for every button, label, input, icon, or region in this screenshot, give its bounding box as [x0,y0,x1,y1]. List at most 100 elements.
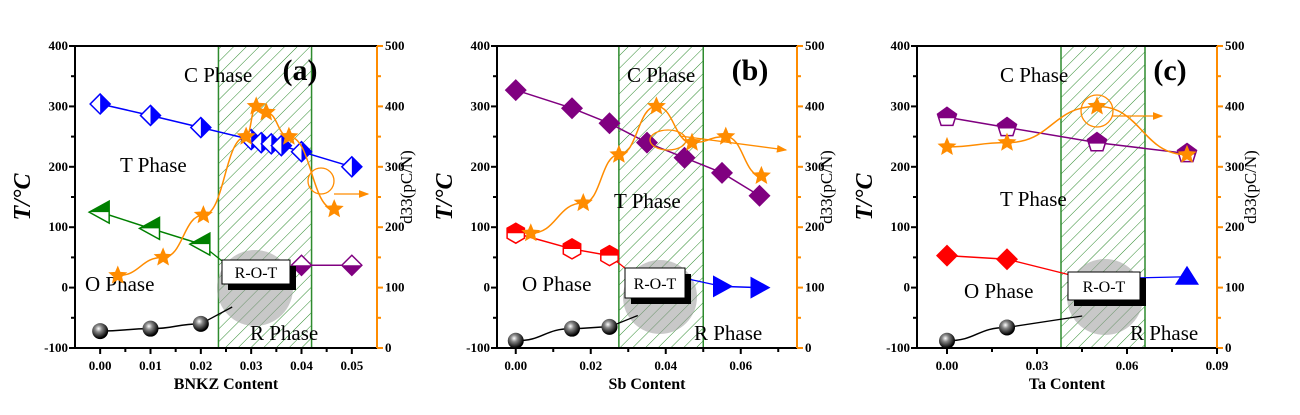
y-tick-label: -100 [466,340,490,355]
data-point-T_O-T [562,238,582,260]
y-tick-label: 100 [471,219,491,234]
series-line-T_C-T [946,116,1188,155]
panel-a: -100 0 100 200 300 400 0 100 200 300 400 500 0.00 0.0… [10,38,416,393]
y2-tick-label: 100 [1225,280,1245,295]
y-tick-label: 400 [471,38,491,53]
data-point-T_O-T [936,244,958,267]
x-tick-label: 0.05 [340,358,363,373]
data-point-d33 [997,132,1017,151]
y2-tick-label: 200 [1225,219,1245,234]
x-tick-label: 0.03 [240,358,263,373]
marker-fill [89,201,110,213]
series-extension-T_R-O [1006,315,1083,329]
data-point-d33 [324,199,344,218]
y-tick-label: 200 [49,159,69,174]
phase-label: R Phase [694,321,762,345]
phase-label: C Phase [627,63,695,87]
data-point-d33 [609,144,629,163]
marker-fill [281,135,292,156]
y-tick-label: 400 [49,38,69,53]
marker-fill [937,107,957,119]
y-tick-label: 300 [891,98,911,113]
marker-fill [200,117,211,138]
phase-label: R Phase [250,321,318,345]
data-point-T_C-T [504,79,527,102]
data-point-d33 [193,205,213,224]
data-point-T_C-T [636,131,658,154]
data-point-T_R-T [290,254,313,277]
marker-fill [100,93,111,114]
data-point-T_C-T [270,134,293,157]
marker-fill [341,265,362,276]
marker-fill [139,217,160,229]
panel-label: (b) [732,54,769,87]
phase-label: R Phase [1130,321,1198,345]
y2-axis-label: d33(pC/N) [397,150,416,224]
data-point-T_C-T [711,161,733,184]
y2-tick-label: 300 [805,159,825,174]
data-point-d33 [1087,96,1107,115]
data-point-d33 [1177,144,1197,163]
data-point-d33 [716,126,736,145]
data-point-T_R-O [507,332,524,349]
x-tick-label: 0.00 [936,358,959,373]
series-line-T_R-O [515,326,610,342]
y2-tick-label: 100 [385,280,405,295]
marker-fill [150,105,161,126]
rot-label: R-O-T [1083,279,1126,296]
data-point-d33 [521,223,541,242]
y2-tick-label: 200 [385,219,405,234]
y-tick-label: 0 [904,280,911,295]
data-point-T_O-T [87,199,110,225]
data-point-T_O-T [188,231,211,257]
data-point-T_O-T [506,222,526,245]
data-point-d33 [153,247,173,266]
marker-fill [507,223,525,234]
data-point-d33 [108,265,128,284]
x-axis-label: Ta Content [1029,376,1106,393]
data-point-T_R-O [564,320,580,337]
x-tick-label: 0.06 [729,358,752,373]
y-axis-label: T/°C [432,173,458,221]
phase-label: T Phase [120,153,187,177]
series-line-T_R-O [946,326,1008,342]
marker-fill [997,117,1017,129]
rot-box [624,267,686,299]
data-point-T_C-T [189,116,212,139]
x-tick-label: 0.01 [139,358,162,373]
y-tick-label: 100 [49,219,69,234]
y2-axis-label: d33(pC/N) [817,150,836,224]
rot-box [221,259,291,285]
data-point-T_C-T [340,155,363,178]
y2-tick-label: 400 [385,98,405,113]
marker-fill [563,238,581,249]
y2-tick-label: 0 [1225,340,1232,355]
data-point-T_C-T [936,106,958,127]
data-point-T_R-O [999,319,1015,336]
y2-tick-label: 400 [1225,98,1245,113]
marker-fill [600,245,619,256]
data-point-d33 [937,136,957,155]
data-point-d33 [236,126,256,145]
y-tick-label: -100 [886,340,910,355]
data-point-T_R-O [192,315,209,332]
data-point-T_R-T [1175,265,1199,285]
data-point-T_O-T [600,244,619,267]
y2-tick-label: 100 [805,280,825,295]
y-tick-label: 200 [471,159,491,174]
marker-fill [189,233,210,245]
phase-label: T Phase [614,189,681,213]
series-line-d33 [946,105,1188,156]
d33-axis-arrow [679,135,788,153]
series-extension-T_R-T [1131,276,1188,279]
marker-fill [291,265,312,276]
y2-tick-label: 0 [805,340,812,355]
data-point-T_C-T [748,184,771,207]
data-point-d33 [646,96,666,115]
y2-tick-label: 500 [805,38,825,53]
data-point-d33 [256,102,276,121]
data-point-T_C-T [89,92,112,116]
phase-label: O Phase [522,272,591,296]
y2-tick-label: 300 [1225,159,1245,174]
